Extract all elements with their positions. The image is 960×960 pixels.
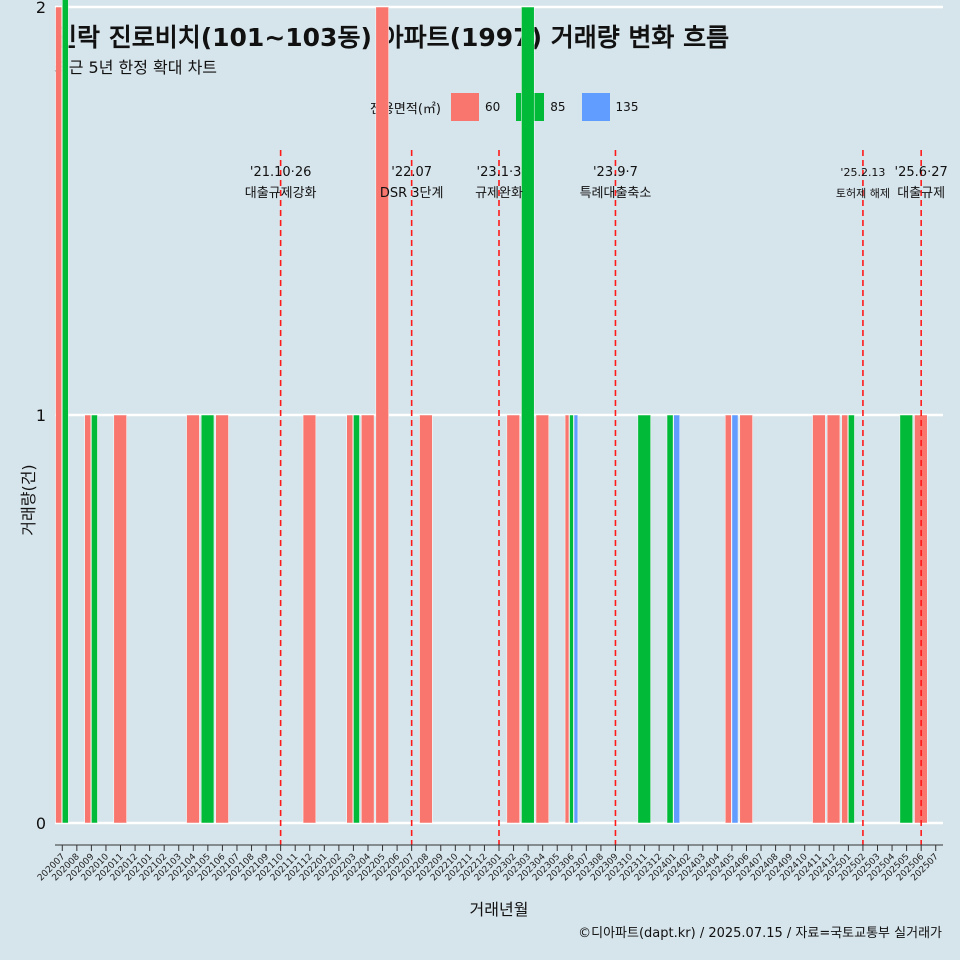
bar-202304-60 [535,414,550,824]
legend-swatch-135 [581,93,610,121]
chart-title: 민락 진로비치(101~103동) 아파트(1997) 거래량 변화 흐름 [54,23,730,52]
event-label-5: 대출규제 [897,186,945,201]
bar-202204-60 [361,414,375,824]
bar-202306-60 [564,414,570,824]
bar-202112-60 [302,414,317,824]
event-date-3: '23.9·7 [593,165,638,180]
bar-202303-85 [521,6,535,824]
legend-label-135: 135 [615,100,639,114]
bar-202405-60 [724,414,732,824]
y-axis-title: 거래량(건) [19,464,38,535]
event-date-5: '25.6·27 [895,165,948,180]
bar-202406-60 [739,414,753,824]
bar-202106-60 [215,414,229,824]
bar-202205-60 [375,6,389,824]
event-label-0: 대출규제강화 [245,186,317,201]
event-date-0: '21.10·26 [250,165,311,180]
bar-202105-85 [200,414,215,824]
bar-202505-85 [899,414,913,824]
bar-202306-135 [573,414,579,824]
event-date-1: '22.07 [391,165,432,180]
y-tick-label-1: 1 [36,406,46,425]
bar-202501-60 [841,414,849,824]
legend-swatch-60 [450,93,479,121]
y-tick-label-2: 2 [36,0,46,17]
event-label-2: 규제완화 [475,186,523,201]
bar-202501-85 [848,414,855,824]
legend-item-60: 60 [450,93,510,121]
bar-202203-85 [353,414,360,824]
bar-202302-60 [506,414,520,824]
legend-item-135: 135 [581,93,649,121]
event-label-1: DSR 3단계 [380,186,444,201]
bar-202411-60 [812,414,826,824]
x-axis-title: 거래년월 [470,900,529,919]
bar-202412-60 [826,414,841,824]
chart-subtitle: 최근 5년 한정 확대 차트 [54,58,218,77]
y-tick-label-0: 0 [36,814,46,833]
bar-202007-85 [62,0,69,824]
bar-202311-85 [637,414,651,824]
bar-202306-85 [569,414,574,824]
bar-202009-60 [84,414,92,824]
event-label-4: 토허제 해제 [836,186,890,200]
event-date-4: '25.2.13 [840,166,885,179]
source-caption: ©디아파트(dapt.kr) / 2025.07.15 / 자료=국토교통부 실… [578,926,942,941]
bar-202405-135 [731,414,739,824]
bar-202401-135 [673,414,681,824]
legend-label-60: 60 [484,100,501,114]
bar-202007-60 [55,6,62,824]
bar-202009-85 [91,414,98,824]
bar-202011-60 [113,414,127,824]
event-label-3: 특례대출축소 [580,186,652,201]
event-date-2: '23.1·3 [477,165,522,180]
legend-label-85: 85 [550,100,566,114]
bar-202401-85 [666,414,674,824]
bar-202104-60 [186,414,200,824]
bar-202208-60 [419,414,433,824]
bar-202203-60 [346,414,354,824]
